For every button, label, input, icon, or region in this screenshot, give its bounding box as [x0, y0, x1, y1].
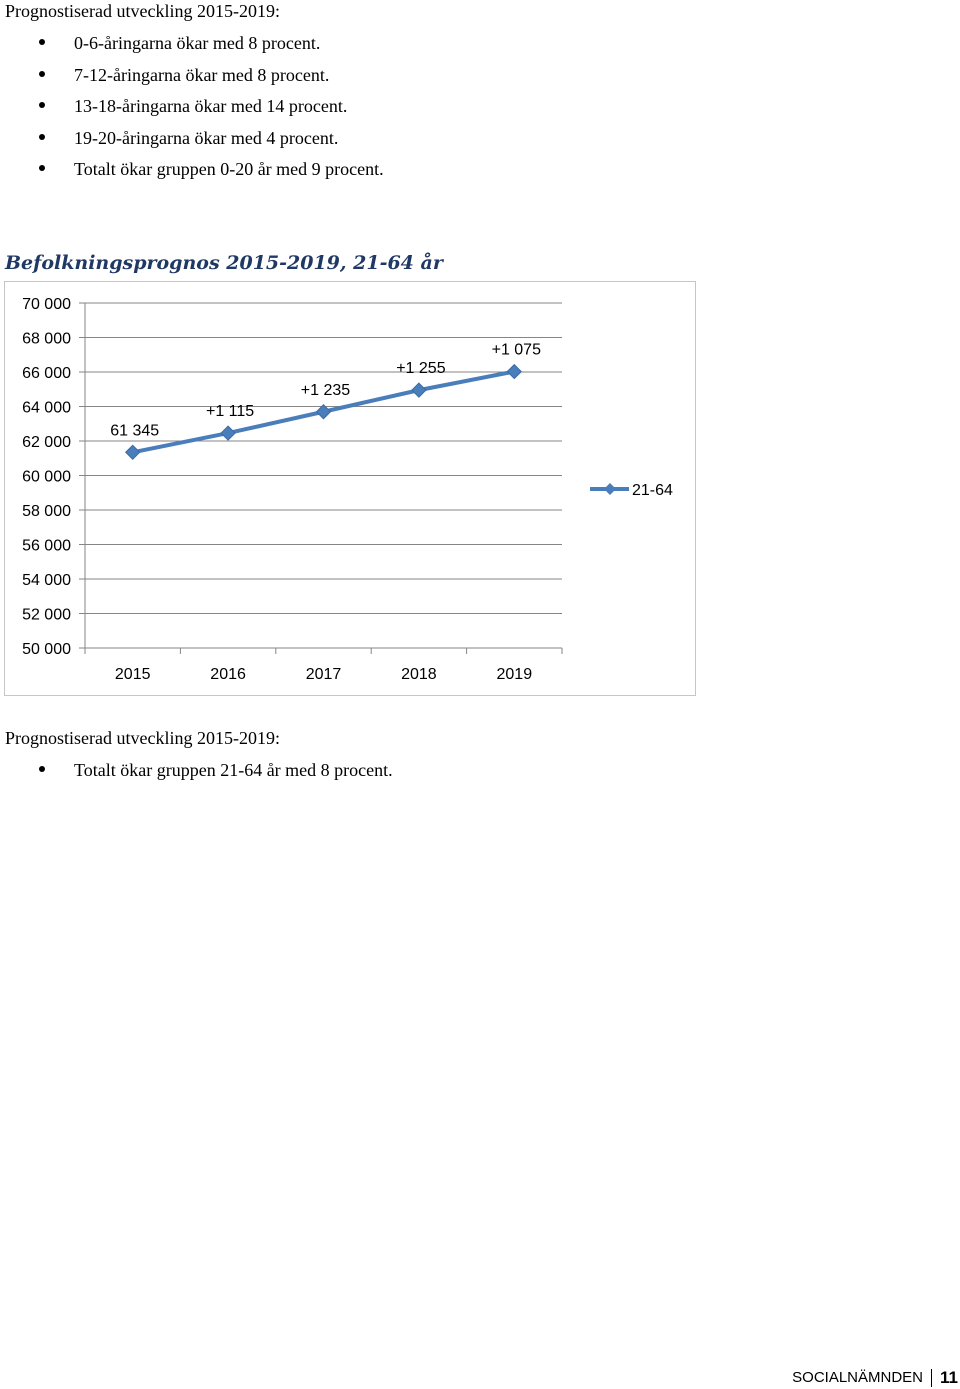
- list-item: Totalt ökar gruppen 0-20 år med 9 procen…: [0, 158, 384, 190]
- footer-divider: [931, 1369, 933, 1387]
- page-footer: SOCIALNÄMNDEN 11: [792, 1367, 960, 1389]
- bullet-icon: [39, 70, 45, 77]
- data-point: [315, 404, 332, 420]
- data-point: [506, 363, 523, 380]
- x-tick-label: 2017: [306, 666, 342, 683]
- bullet-list: Totalt ökar gruppen 21-64 år med 8 proce…: [0, 759, 393, 791]
- section-heading: Prognostiserad utveckling 2015-2019:: [5, 728, 280, 748]
- y-tick-label: 62 000: [22, 434, 71, 451]
- y-tick-label: 56 000: [22, 538, 71, 555]
- bullet-list: 0-6-åringarna ökar med 8 procent. 7-12-å…: [0, 32, 384, 190]
- y-tick-label: 64 000: [22, 400, 71, 417]
- data-point: [124, 444, 141, 461]
- x-tick-label: 2019: [497, 666, 533, 683]
- list-item: 19-20-åringarna ökar med 4 procent.: [0, 127, 384, 159]
- page-number: 11: [940, 1368, 958, 1387]
- bullet-icon: [39, 39, 45, 45]
- x-tick-label: 2016: [210, 666, 246, 683]
- list-item-text: 7-12-åringarna ökar med 8 procent.: [74, 64, 330, 85]
- line-chart: 70 000 68 000 66 000 64 000 62 000 60 000 58 0…: [22, 296, 673, 683]
- y-tick-label: 70 000: [22, 296, 71, 313]
- list-item: 13-18-åringarna ökar med 14 procent.: [0, 95, 384, 127]
- x-tick-label: 2018: [401, 666, 437, 683]
- x-tick-label: 2015: [115, 666, 151, 683]
- y-tick-label: 68 000: [22, 331, 71, 348]
- y-tick-label: 52 000: [22, 607, 71, 624]
- bullet-icon: [39, 766, 45, 772]
- bullet-icon: [39, 165, 45, 172]
- list-item-text: Totalt ökar gruppen 21-64 år med 8 proce…: [74, 760, 393, 780]
- y-tick-label: 50 000: [22, 641, 71, 658]
- data-point: [220, 425, 236, 441]
- y-tick-label: 60 000: [22, 469, 71, 486]
- list-item-text: Totalt ökar gruppen 0-20 år med 9 procen…: [74, 159, 384, 180]
- chart-frame: 70 000 68 000 66 000 64 000 62 000 60 000 58 0…: [4, 281, 696, 696]
- section-heading: Prognostiserad utveckling 2015-2019:: [5, 1, 280, 21]
- legend-label: 21-64: [632, 482, 673, 499]
- chart-title: Befolkningsprognos 2015-2019, 21-64 år: [5, 252, 443, 274]
- list-item: 7-12-åringarna ökar med 8 procent.: [0, 64, 384, 96]
- data-label: 61 345: [110, 422, 159, 439]
- data-label: +1 115: [206, 403, 254, 420]
- bullet-icon: [39, 133, 45, 140]
- data-point: [411, 382, 427, 398]
- list-item: 0-6-åringarna ökar med 8 procent.: [0, 32, 384, 64]
- footer-label: SOCIALNÄMNDEN: [792, 1369, 924, 1386]
- data-label: +1 255: [396, 360, 445, 377]
- y-tick-label: 66 000: [22, 365, 71, 382]
- list-item: Totalt ökar gruppen 21-64 år med 8 proce…: [0, 759, 393, 791]
- list-item-text: 19-20-åringarna ökar med 4 procent.: [74, 127, 339, 148]
- data-label: +1 075: [492, 342, 541, 359]
- list-item-text: 0-6-åringarna ökar med 8 procent.: [74, 33, 321, 53]
- bullet-icon: [39, 102, 45, 109]
- y-tick-label: 58 000: [22, 503, 71, 520]
- legend-marker: [604, 483, 616, 495]
- list-item-text: 13-18-åringarna ökar med 14 procent.: [74, 96, 348, 117]
- data-label: +1 235: [301, 382, 350, 399]
- y-tick-label: 54 000: [22, 572, 71, 589]
